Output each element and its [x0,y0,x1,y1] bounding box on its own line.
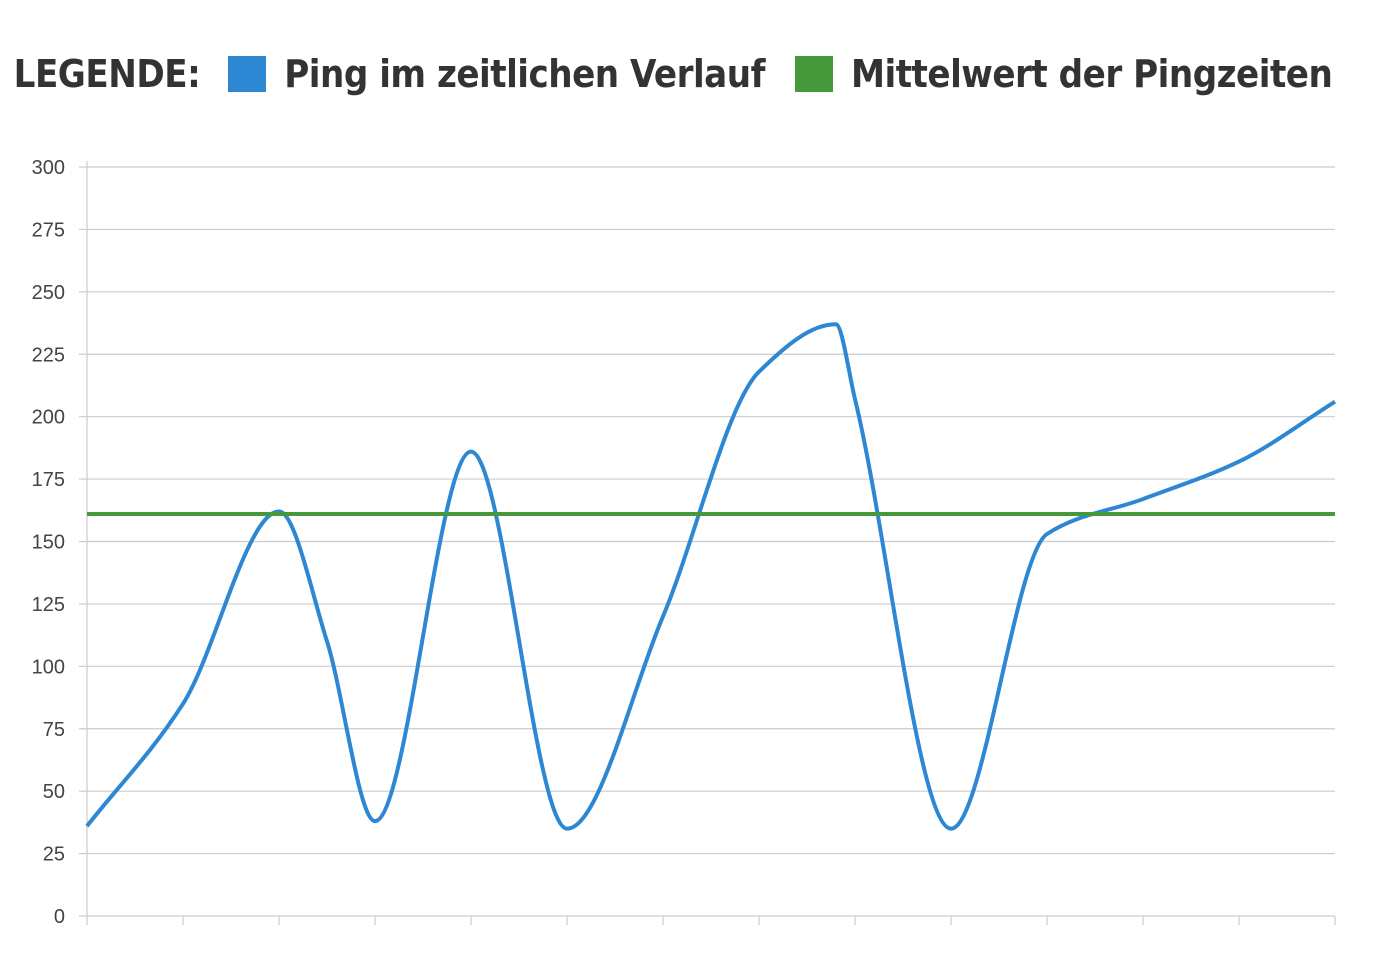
y-tick-labels: 0 25 50 75 100 125 150 175 200 225 250 275 300 [32,157,65,928]
y-tick-label-250: 250 [32,282,65,304]
y-tick-label-200: 200 [32,407,65,429]
y-tick-label-225: 225 [32,344,65,366]
chart-legend: LEGENDE: Ping im zeitlichen Verlauf Mitt… [0,44,1376,104]
y-tick-label-75: 75 [43,719,65,741]
y-tick-label-175: 175 [32,469,65,491]
y-tick-label-100: 100 [32,656,65,678]
legend-item-mean: Mittelwert der Pingzeiten [794,52,1333,96]
y-tick-label-25: 25 [43,844,65,866]
y-tick-label-125: 125 [32,594,65,616]
y-tick-label-150: 150 [32,532,65,554]
legend-title: LEGENDE: [13,52,201,96]
legend-swatch-mean [794,56,833,92]
gridlines [79,166,1335,917]
y-tick-label-275: 275 [32,219,65,241]
legend-swatch-ping [228,56,267,92]
legend-label-mean: Mittelwert der Pingzeiten [850,52,1333,96]
y-tick-label-50: 50 [43,781,65,803]
legend-item-ping: Ping im zeitlichen Verlauf [228,52,765,96]
y-tick-label-300: 300 [32,157,65,179]
axes [86,161,1336,925]
ping-series-line [85,322,1337,831]
series-lines [85,322,1337,831]
y-tick-label-0: 0 [54,906,65,928]
legend-label-ping: Ping im zeitlichen Verlauf [284,52,765,96]
